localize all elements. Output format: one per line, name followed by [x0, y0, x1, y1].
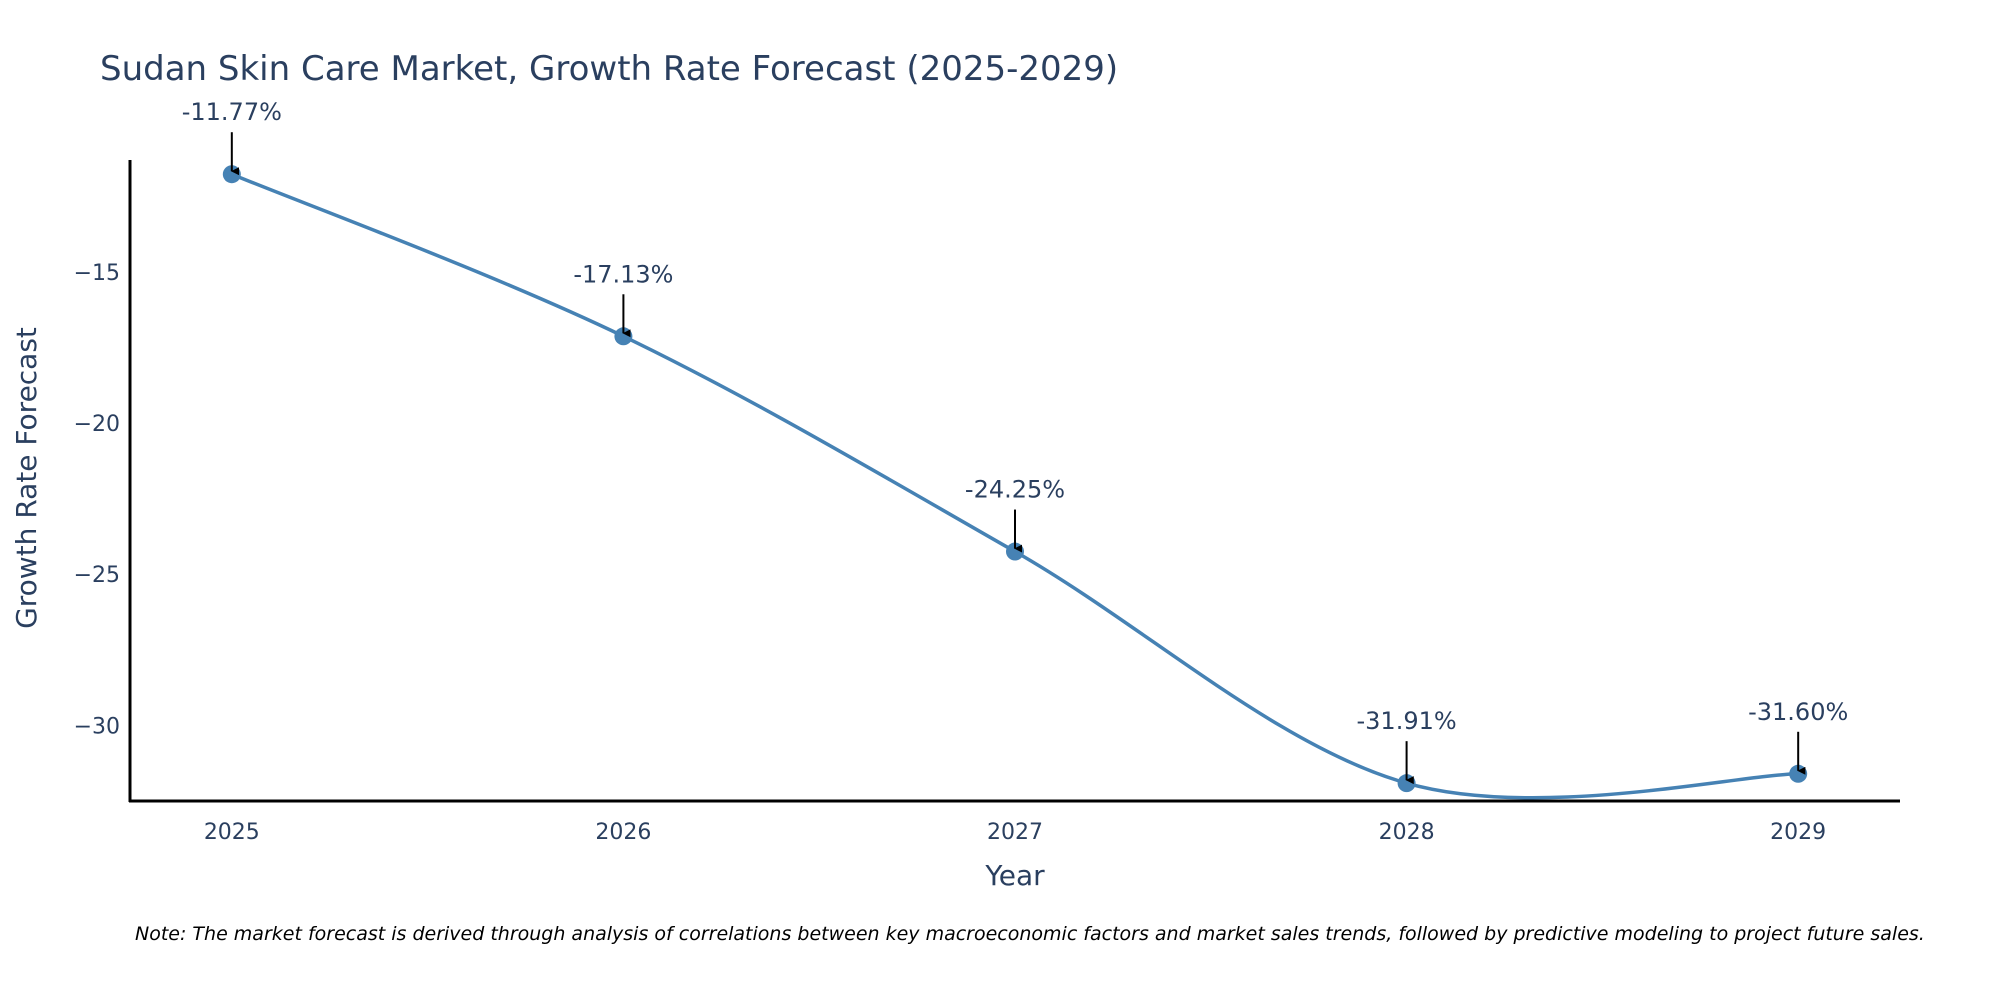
x-tick-labels: 2025 2026 2027 2028 2029: [204, 820, 1826, 845]
data-label: -31.60%: [1748, 698, 1848, 726]
data-label: -31.91%: [1357, 707, 1457, 735]
y-tick-label: −30: [74, 714, 120, 739]
x-tick-label: 2026: [595, 820, 651, 845]
y-tick-label: −25: [74, 563, 120, 588]
x-tick-label: 2029: [1770, 820, 1826, 845]
y-axis-title: Growth Rate Forecast: [10, 327, 43, 629]
plot-area: -11.77% -17.13% -24.25% -31.91% -31.60%: [182, 98, 1848, 800]
x-axis-title: Year: [984, 859, 1045, 892]
chart-note: Note: The market forecast is derived thr…: [135, 923, 1925, 945]
x-tick-label: 2028: [1379, 820, 1435, 845]
data-label: -11.77%: [182, 98, 282, 126]
data-label: -17.13%: [573, 260, 673, 288]
x-tick-label: 2025: [204, 820, 260, 845]
y-tick-label: −20: [74, 412, 120, 437]
y-tick-label: −15: [74, 261, 120, 286]
x-tick-label: 2027: [987, 820, 1043, 845]
data-label: -24.25%: [965, 476, 1065, 504]
y-tick-labels: −15 −20 −25 −30: [74, 261, 120, 740]
chart-title: Sudan Skin Care Market, Growth Rate Fore…: [100, 49, 1118, 89]
